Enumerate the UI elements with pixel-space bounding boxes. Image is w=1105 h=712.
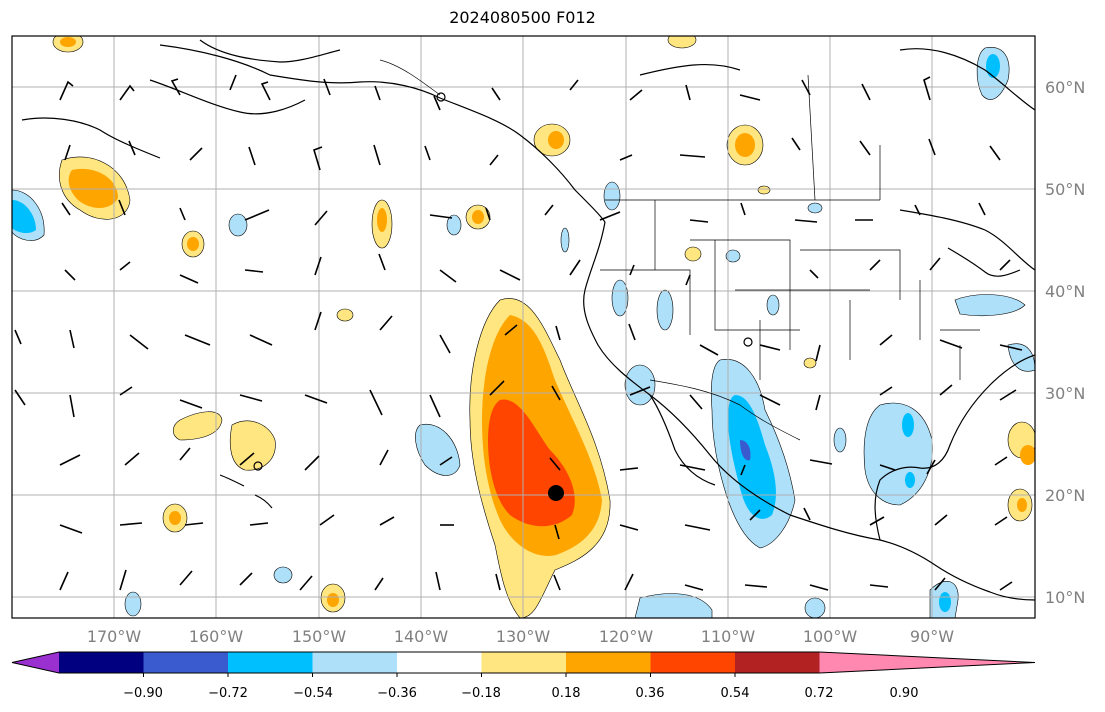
map-title: 2024080500 F012 — [449, 8, 596, 27]
colorbar-swatch — [566, 652, 651, 673]
colorbar-tick-label: −0.54 — [293, 686, 333, 701]
lat-label-30: 30°N — [1045, 384, 1085, 403]
positive-blob-west-inner — [68, 168, 118, 208]
colorbar-swatch — [312, 652, 398, 673]
colorbar-tick-label: 0.54 — [721, 686, 750, 701]
colorbar-swatch — [228, 652, 313, 673]
colorbar-swatch — [59, 652, 144, 673]
map-frame — [11, 35, 1036, 619]
colorbar-tick-label: −0.72 — [208, 686, 248, 701]
lon-label-120w: 120°W — [599, 627, 654, 646]
colorbar-swatch — [481, 652, 567, 673]
colorbar-tick-label: 0.72 — [805, 686, 834, 701]
colorbar-swatch — [397, 652, 482, 673]
colorbar-tick-label: 0.36 — [636, 686, 665, 701]
lat-label-10: 10°N — [1045, 588, 1085, 607]
station-marker — [743, 337, 753, 347]
colorbar-swatch — [143, 652, 229, 673]
colorbar-tick-label: −0.90 — [123, 686, 163, 701]
shaded-contours — [12, 36, 1035, 618]
political-borders — [379, 59, 980, 441]
colorbar — [11, 651, 1036, 677]
storm-center-marker — [548, 485, 564, 501]
negative-mexico-inner — [728, 395, 776, 519]
colorbar-outline — [11, 651, 1036, 674]
colorbar-tick-labels: −0.90 −0.72 −0.54 −0.36 −0.18 0.18 0.36 … — [123, 686, 918, 701]
colorbar-tick-label: −0.36 — [377, 686, 417, 701]
station-marker — [253, 461, 263, 471]
lon-label-90w: 90°W — [910, 627, 954, 646]
colorbar-tick-label: 0.90 — [890, 686, 919, 701]
colorbar-extend-high — [819, 652, 1035, 673]
graticule — [12, 36, 1035, 618]
lon-label-140w: 140°W — [394, 627, 449, 646]
lon-label-170w: 170°W — [87, 627, 142, 646]
lon-label-160w: 160°W — [189, 627, 244, 646]
station-marker — [436, 92, 446, 102]
lon-label-150w: 150°W — [292, 627, 347, 646]
lat-label-40: 40°N — [1045, 282, 1085, 301]
lon-label-130w: 130°W — [496, 627, 551, 646]
lon-label-100w: 100°W — [803, 627, 858, 646]
colorbar-swatch — [735, 652, 820, 673]
colorbar-extend-low — [12, 652, 59, 673]
coastlines — [21, 39, 1035, 601]
colorbar-tick-label: −0.18 — [461, 686, 501, 701]
lat-label-50: 50°N — [1045, 180, 1085, 199]
lon-label-110w: 110°W — [701, 627, 756, 646]
colorbar-swatch — [650, 652, 736, 673]
colorbar-tick-label: 0.18 — [552, 686, 581, 701]
latitude-labels: 60°N 50°N 40°N 30°N 20°N 10°N — [1045, 78, 1085, 607]
lat-label-20: 20°N — [1045, 486, 1085, 505]
wind-barbs — [14, 74, 1023, 591]
lat-label-60: 60°N — [1045, 78, 1085, 97]
longitude-labels: 170°W 160°W 150°W 140°W 130°W 120°W 110°… — [87, 627, 954, 646]
